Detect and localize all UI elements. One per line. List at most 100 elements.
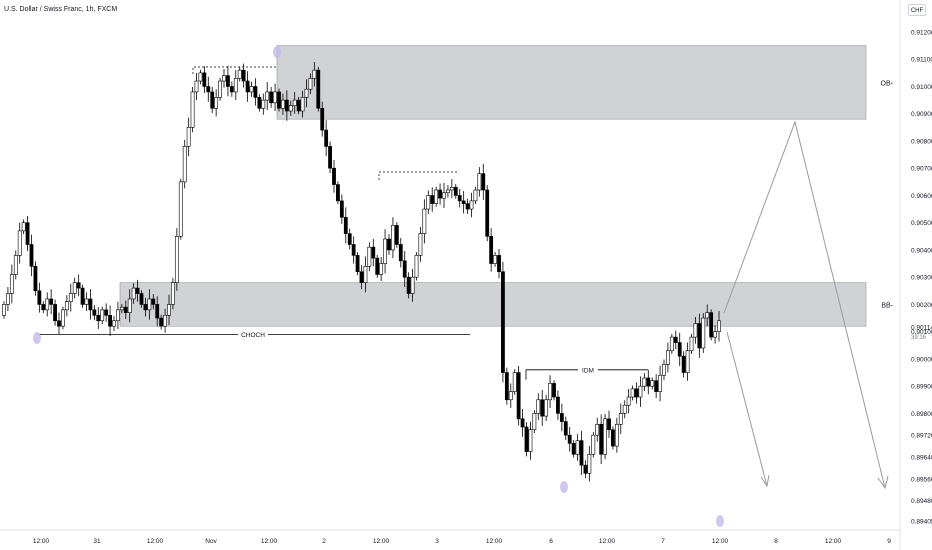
candle-body <box>536 399 541 414</box>
candle-body <box>171 282 175 305</box>
candle-body <box>611 429 615 447</box>
candle-body <box>108 315 112 327</box>
candle-body <box>163 315 167 327</box>
candle-body <box>347 233 352 245</box>
candle-body <box>540 399 545 417</box>
candle-body <box>304 88 309 98</box>
candle-body <box>45 298 50 311</box>
candle-body <box>241 69 246 82</box>
candle-body <box>9 274 14 294</box>
candle-body <box>375 257 380 275</box>
candle-body <box>167 304 171 316</box>
candle-body <box>693 323 698 338</box>
candle-body <box>288 105 293 112</box>
candle-body <box>379 263 384 275</box>
candle-body <box>178 181 183 237</box>
candle-body <box>206 86 211 93</box>
candle-body <box>544 399 549 417</box>
candle-body <box>151 298 156 305</box>
candle-body <box>669 336 674 352</box>
swing-marker <box>560 481 568 493</box>
candle-body <box>430 195 435 204</box>
candle-body <box>245 80 250 93</box>
candle-body <box>591 434 596 455</box>
candle-body <box>104 309 109 316</box>
candle-body <box>214 97 219 109</box>
candle-body <box>229 86 234 93</box>
time-tick-label: 8 <box>774 538 778 545</box>
candle-body <box>194 80 199 93</box>
candle-body <box>410 276 415 294</box>
candle-body <box>646 377 651 387</box>
candle-body <box>367 246 372 267</box>
candle-body <box>626 396 631 406</box>
time-tick-label: 12:00 <box>373 538 390 545</box>
time-tick-label: 12:00 <box>147 538 164 545</box>
candle-body <box>312 69 317 79</box>
zone-box <box>276 45 867 120</box>
candle-body <box>273 91 277 104</box>
candle-body <box>202 72 207 87</box>
time-tick-label: Nov <box>205 538 217 545</box>
time-tick-label: 31 <box>93 538 101 545</box>
candle-body <box>281 99 285 109</box>
candle-body <box>21 222 26 232</box>
candle-body <box>174 236 179 283</box>
time-tick-label: 2 <box>322 538 326 545</box>
choch-label: CHOCH <box>241 332 265 339</box>
candle-body <box>634 388 639 398</box>
candle-body <box>139 293 144 305</box>
candle-body <box>13 255 18 275</box>
candle-body <box>190 91 195 128</box>
candle-body <box>355 255 360 273</box>
candle-body <box>497 255 501 273</box>
candle-body <box>501 271 505 373</box>
zone-label: BB- <box>881 302 893 309</box>
currency-button[interactable]: CHF <box>908 4 926 16</box>
candle-body <box>556 396 560 414</box>
candle-body <box>17 230 22 256</box>
candle-body <box>418 233 423 256</box>
candle-body <box>414 255 419 278</box>
candle-body <box>57 320 61 327</box>
candle-body <box>658 374 662 392</box>
candle-body <box>638 385 643 398</box>
candle-body <box>143 304 148 311</box>
candles <box>2 61 721 482</box>
candle-body <box>571 443 576 455</box>
candle-body <box>654 380 659 392</box>
candle-body <box>508 391 513 401</box>
candle-body <box>461 200 466 204</box>
candle-body <box>127 298 132 313</box>
candle-body <box>579 440 584 466</box>
candle-body <box>25 222 30 245</box>
time-tick-label: 3 <box>435 538 439 545</box>
candle-body <box>198 72 203 82</box>
candle-body <box>159 317 164 327</box>
candle-body <box>587 453 592 474</box>
candle-body <box>689 336 694 352</box>
candle-body <box>123 306 128 313</box>
time-tick-label: 9 <box>887 538 891 545</box>
candle-body <box>92 309 97 316</box>
time-tick-label: 12:00 <box>33 538 50 545</box>
candle-body <box>296 99 301 112</box>
time-tick-label: 12:00 <box>825 538 842 545</box>
candle-body <box>446 189 450 194</box>
idm-label: IDM <box>582 367 594 374</box>
candle-body <box>387 238 391 251</box>
swing-marker <box>273 46 281 58</box>
candle-body <box>532 413 537 431</box>
candle-body <box>599 423 604 455</box>
candle-body <box>237 69 242 79</box>
candle-body <box>343 216 348 234</box>
